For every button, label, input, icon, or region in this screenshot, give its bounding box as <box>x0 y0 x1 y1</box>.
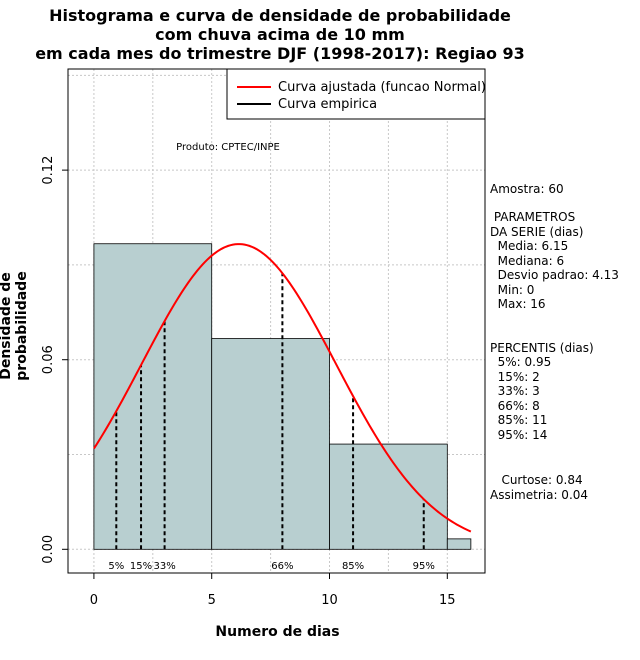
percentile-label: 95% <box>413 561 435 572</box>
percentile-15: 15%: 2 <box>490 370 540 384</box>
stat-max: Max: 16 <box>490 297 546 311</box>
stat-median: Mediana: 6 <box>490 254 565 268</box>
params-title-2: DA SERIE (dias) <box>490 225 584 239</box>
x-tick-label: 10 <box>321 593 338 608</box>
legend-box <box>226 68 486 120</box>
percentile-85: 85%: 11 <box>490 413 548 427</box>
percentiles-title: PERCENTIS (dias) <box>490 341 594 355</box>
x-tick-label: 15 <box>439 593 456 608</box>
legend-empirical-label: Curva empirica <box>278 97 377 112</box>
sample-size: Amostra: 60 <box>490 182 564 196</box>
histogram-bar <box>211 338 330 550</box>
percentile-66: 66%: 8 <box>490 399 540 413</box>
histogram-bar <box>93 243 213 550</box>
percentile-label: 33% <box>153 561 175 572</box>
percentile-95: 95%: 14 <box>490 428 548 442</box>
x-tick-label: 5 <box>208 593 216 608</box>
y-tick-label: 0.06 <box>41 345 56 374</box>
histogram-bar <box>446 538 472 550</box>
skewness: Assimetria: 0.04 <box>490 488 589 502</box>
kurtosis: Curtose: 0.84 <box>490 473 583 487</box>
stat-min: Min: 0 <box>490 283 535 297</box>
histogram-bars <box>93 243 472 550</box>
percentile-label: 66% <box>271 561 293 572</box>
y-axis-label: Densidade de probabilidade <box>0 271 30 381</box>
percentile-label: 85% <box>342 561 364 572</box>
params-title-1: PARAMETROS <box>490 210 576 224</box>
normal-fit-curve <box>93 243 472 533</box>
x-tick-label: 0 <box>90 593 98 608</box>
x-axis-label: Numero de dias <box>215 624 340 640</box>
percentile-33: 33%: 3 <box>490 384 540 398</box>
product-label: Produto: CPTEC/INPE <box>176 142 280 153</box>
percentile-markers: 5% 15% 33% 66% 85% 95% <box>108 273 435 572</box>
percentile-label: 5% <box>108 561 124 572</box>
legend: Curva ajustada (funcao Normal) Curva emp… <box>226 68 486 120</box>
percentile-label: 15% <box>130 561 152 572</box>
title-line-3: em cada mes do trimestre DJF (1998-2017)… <box>35 44 525 63</box>
title-line-1: Histograma e curva de densidade de proba… <box>49 6 511 25</box>
histogram-bar <box>329 443 448 550</box>
chart-title: Histograma e curva de densidade de proba… <box>0 6 560 63</box>
legend-fitted-label: Curva ajustada (funcao Normal) <box>278 80 486 95</box>
y-tick-label: 0.00 <box>41 535 56 564</box>
title-line-2: com chuva acima de 10 mm <box>155 25 405 44</box>
percentile-5: 5%: 0.95 <box>490 355 552 369</box>
y-tick-label: 0.12 <box>41 156 56 185</box>
normal-curve-group <box>93 243 472 533</box>
stat-mean: Media: 6.15 <box>490 239 569 253</box>
stat-sd: Desvio padrao: 4.13 <box>490 268 619 282</box>
